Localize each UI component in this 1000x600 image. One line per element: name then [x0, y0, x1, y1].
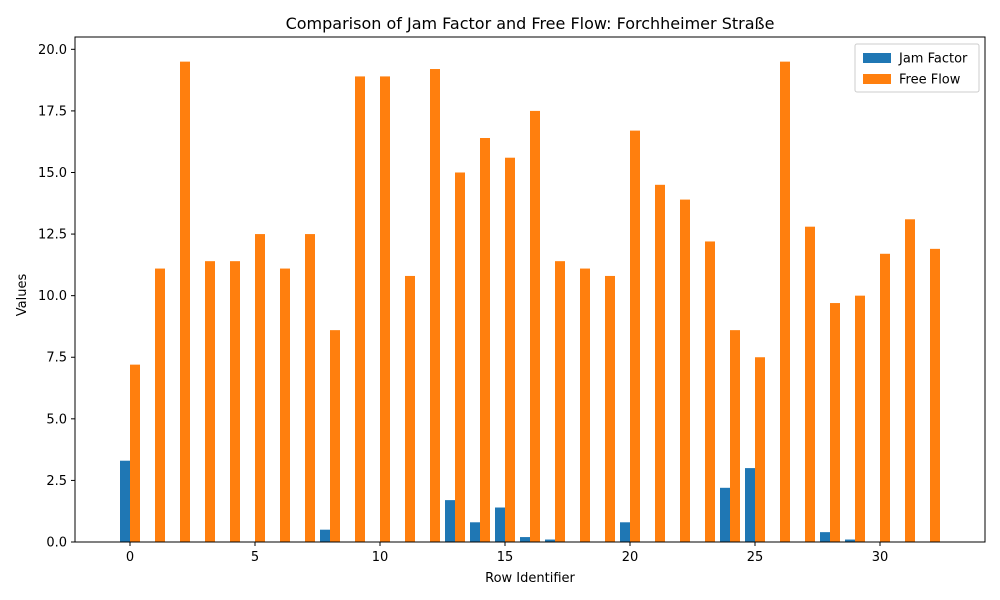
free-flow-bar-10	[380, 76, 390, 542]
free-flow-bar-4	[230, 261, 240, 542]
free-flow-bar-20	[630, 130, 640, 543]
jam-factor-bar-29	[845, 539, 855, 542]
y-tick-label: 7.5	[46, 351, 67, 366]
y-tick-label: 2.5	[46, 474, 67, 489]
free-flow-bar-23	[705, 241, 715, 542]
x-tick-label: 0	[126, 550, 134, 565]
free-flow-bar-8	[330, 330, 340, 542]
jam-factor-bar-8	[320, 529, 330, 542]
free-flow-bar-15	[505, 157, 515, 542]
free-flow-bar-22	[680, 199, 690, 542]
y-tick-label: 0.0	[46, 536, 67, 551]
jam-factor-bar-28	[820, 532, 830, 542]
x-tick-label: 30	[872, 550, 889, 565]
free-flow-bar-18	[580, 268, 590, 542]
free-flow-bar-26	[780, 61, 790, 542]
plot-frame	[74, 36, 986, 543]
legend: Jam Factor Free Flow	[854, 43, 980, 93]
axes-group: 0 5 10 15 20 25 30 0.0 2.5 5.0 7.5 10.0 12.5 15.0 17.5…	[38, 36, 986, 565]
free-flow-bar-31	[905, 219, 915, 543]
jam-factor-bar-17	[545, 539, 555, 542]
jam-factor-bar-20	[620, 522, 630, 542]
legend-label-free-flow: Free Flow	[899, 73, 961, 88]
free-flow-bar-27	[805, 226, 815, 542]
x-tick-label: 25	[747, 550, 764, 565]
y-tick-label: 15.0	[38, 166, 67, 181]
free-flow-bar-32	[930, 248, 940, 543]
free-flow-bar-7	[305, 234, 315, 542]
free-flow-bar-29	[855, 295, 865, 542]
free-flow-bar-12	[430, 69, 440, 543]
x-tick-label: 20	[622, 550, 639, 565]
free-flow-bar-5	[255, 234, 265, 542]
free-flow-bar-2	[180, 61, 190, 542]
y-tick-label: 5.0	[46, 412, 67, 427]
free-flow-bar-9	[355, 76, 365, 542]
y-tick-label: 12.5	[38, 228, 67, 243]
free-flow-bar-17	[555, 261, 565, 542]
jam-factor-bar-14	[470, 522, 480, 542]
free-flow-bar-11	[405, 275, 415, 542]
y-axis-label: Values	[15, 274, 30, 317]
y-tick-label: 17.5	[38, 104, 67, 119]
free-flow-bar-0	[130, 364, 140, 542]
y-tick-label: 20.0	[38, 43, 67, 58]
free-flow-bar-13	[455, 172, 465, 543]
jam-factor-bar-0	[120, 460, 130, 542]
chart-title: Comparison of Jam Factor and Free Flow: …	[286, 14, 775, 33]
legend-swatch-jam-factor	[863, 53, 891, 63]
jam-factor-bar-25	[745, 468, 755, 542]
x-tick-label: 5	[251, 550, 259, 565]
free-flow-bar-25	[755, 357, 765, 542]
free-flow-bar-3	[205, 261, 215, 542]
bars-group	[120, 61, 940, 543]
free-flow-bar-16	[530, 110, 540, 542]
free-flow-bar-30	[880, 253, 890, 542]
free-flow-bar-28	[830, 303, 840, 542]
jam-factor-bar-13	[445, 500, 455, 542]
legend-swatch-free-flow	[863, 74, 891, 84]
legend-label-jam-factor: Jam Factor	[898, 52, 968, 67]
x-axis-label: Row Identifier	[485, 571, 575, 586]
free-flow-bar-21	[655, 184, 665, 542]
x-tick-label: 15	[497, 550, 514, 565]
y-tick-label: 10.0	[38, 289, 67, 304]
jam-factor-bar-16	[520, 537, 530, 542]
jam-factor-bar-24	[720, 487, 730, 542]
free-flow-bar-24	[730, 330, 740, 542]
jam-factor-bar-15	[495, 507, 505, 542]
free-flow-bar-14	[480, 138, 490, 542]
x-tick-label: 10	[372, 550, 389, 565]
free-flow-bar-6	[280, 268, 290, 542]
free-flow-bar-1	[155, 268, 165, 542]
free-flow-bar-19	[605, 275, 615, 542]
